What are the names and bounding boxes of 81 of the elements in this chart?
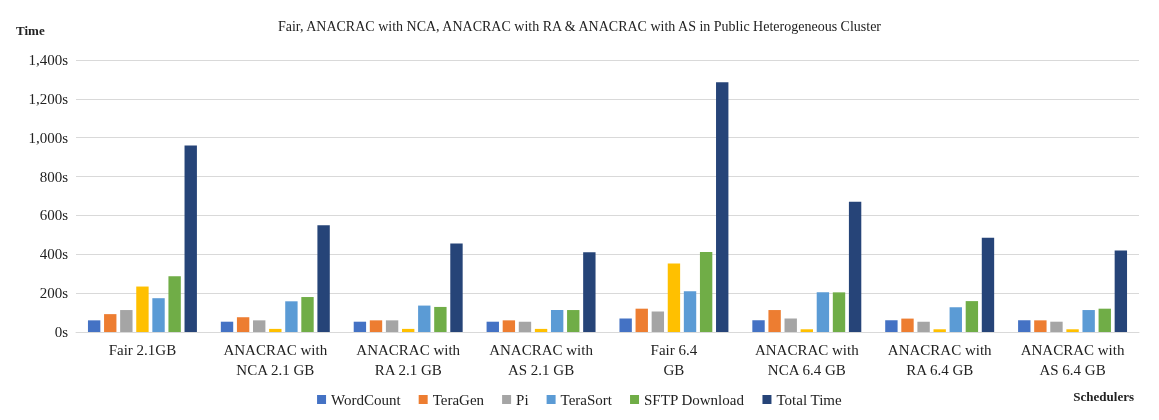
- bar: [567, 310, 580, 332]
- bar: [816, 292, 830, 332]
- y-tick-label: 600s: [39, 207, 69, 224]
- y-tick-label: 800s: [39, 168, 69, 185]
- bar: [784, 318, 797, 332]
- bar: [752, 320, 765, 332]
- bar: [683, 291, 697, 332]
- bar: [486, 321, 499, 332]
- bar: [301, 297, 314, 332]
- legend-label: Pi: [516, 391, 529, 408]
- bar: [800, 329, 813, 332]
- bar: [1018, 320, 1031, 332]
- bar: [402, 328, 415, 332]
- bar: [236, 317, 250, 332]
- bar: [317, 225, 330, 332]
- bar: [104, 314, 117, 332]
- bar: [583, 252, 596, 332]
- bar: [1114, 250, 1128, 332]
- bar: [1050, 321, 1063, 332]
- legend-label: SFTP Download: [644, 391, 745, 408]
- bar: [667, 263, 681, 332]
- y-axis-title: Time: [16, 23, 45, 38]
- bar: [885, 320, 898, 332]
- y-tick-label: 1,200s: [28, 90, 69, 107]
- bar: [716, 82, 729, 332]
- bar: [550, 310, 564, 332]
- bar: [635, 308, 648, 332]
- bar: [1066, 329, 1079, 332]
- bar: [168, 276, 181, 332]
- x-tick-label: ANACRAC with AS 6.4 GB: [1020, 342, 1125, 378]
- legend-label: Total Time: [776, 391, 843, 408]
- bar: [1034, 320, 1047, 332]
- legend-label: WordCount: [331, 391, 402, 408]
- x-tick-label: ANACRAC with RA 6.4 GB: [887, 342, 993, 378]
- bar: [1082, 310, 1095, 332]
- x-tick-label: ANACRAC with RA 2.1 GB: [356, 342, 461, 378]
- bar: [434, 306, 447, 332]
- bar: [699, 251, 713, 332]
- y-tick-label: 0s: [54, 324, 69, 340]
- bar: [184, 145, 197, 332]
- bar: [450, 243, 463, 332]
- chart-title: Fair, ANACRAC with NCA, ANACRAC with RA & ANACRAC with AS in Public Heterogeneous Cluster: [277, 18, 882, 34]
- bar: [253, 320, 266, 332]
- x-tick-label: ANACRAC with NCA 2.1 GB: [223, 342, 328, 378]
- bar: [353, 321, 367, 332]
- bar: [832, 292, 846, 332]
- bar: [965, 301, 979, 332]
- bar: [136, 286, 149, 332]
- y-tick-label: 1,400s: [28, 52, 69, 68]
- bar: [768, 310, 781, 332]
- bar: [933, 329, 946, 332]
- bar: [87, 320, 101, 332]
- bar: [901, 318, 914, 332]
- bar: [369, 320, 383, 332]
- x-axis-title: Schedulers: [1073, 389, 1134, 404]
- bar: [518, 321, 532, 332]
- bar: [949, 307, 962, 332]
- x-tick-label: ANACRAC with AS 2.1 GB: [489, 342, 594, 378]
- bar: [619, 318, 632, 332]
- bar: [269, 328, 282, 332]
- bar: [418, 305, 431, 332]
- legend-label: TeraSort: [560, 391, 613, 408]
- bar: [1098, 308, 1111, 332]
- legend-label: TeraGen: [432, 391, 485, 408]
- bar: [152, 298, 165, 332]
- bar: [651, 311, 665, 332]
- bar: [981, 237, 995, 332]
- x-tick-label: Fair 2.1GB: [108, 342, 177, 358]
- x-tick-label: ANACRAC with NCA 6.4 GB: [754, 342, 860, 378]
- bar: [385, 320, 399, 332]
- bar: [848, 201, 862, 332]
- bar: [534, 328, 548, 332]
- bar: [917, 321, 930, 332]
- y-tick-label: 400s: [39, 246, 69, 263]
- bar: [285, 301, 298, 332]
- bar: [220, 321, 234, 332]
- y-tick-label: 1,000s: [28, 129, 69, 146]
- x-tick-label: Fair 6.4 GB: [650, 342, 698, 378]
- bar: [120, 310, 133, 332]
- bar: [502, 320, 516, 332]
- y-tick-label: 200s: [39, 285, 69, 302]
